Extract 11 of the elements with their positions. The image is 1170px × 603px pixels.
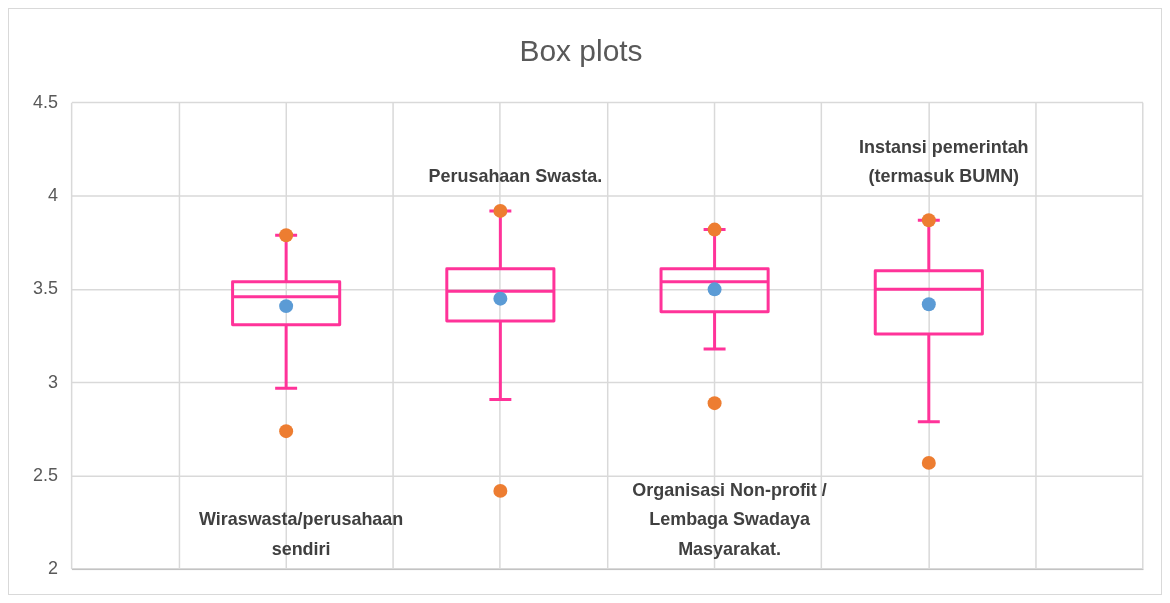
y-tick-label: 4 bbox=[47, 184, 58, 205]
y-tick-label: 4.5 bbox=[32, 91, 58, 112]
x-tick-label: Organisasi Non-profit / Lembaga Swadaya Masyarakat. bbox=[632, 479, 827, 560]
y-tick-label: 2.5 bbox=[32, 464, 58, 485]
y-tick-label: 3.5 bbox=[32, 278, 58, 299]
x-tick-label: Perusahaan Swasta. bbox=[428, 166, 603, 187]
chart-title: Box plots bbox=[519, 34, 643, 68]
x-tick-label: Wiraswasta/perusahaan sendiri bbox=[198, 509, 404, 560]
x-tick-label: Instansi pemerintah (termasuk BUMN) bbox=[858, 136, 1029, 187]
y-tick-label: 2 bbox=[47, 558, 58, 579]
y-tick-label: 3 bbox=[47, 371, 58, 392]
